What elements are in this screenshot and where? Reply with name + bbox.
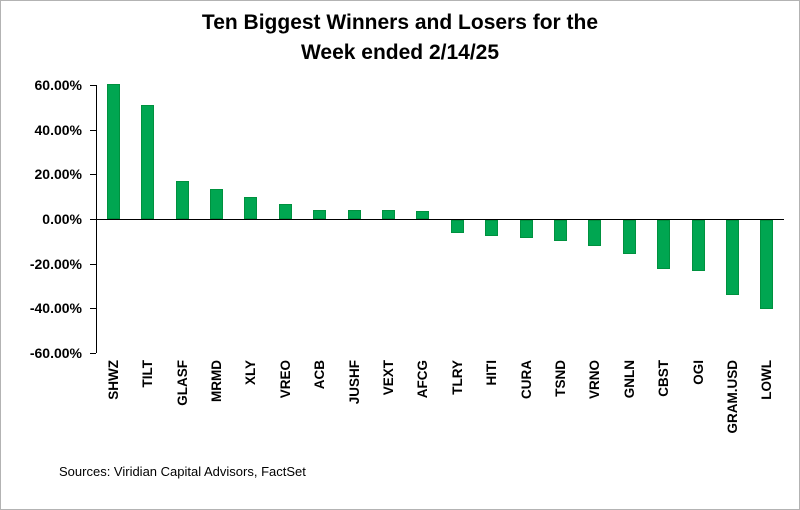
y-axis-tick-mark bbox=[90, 308, 96, 309]
bar-acb bbox=[313, 210, 327, 219]
x-axis-category-label: GRAM.USD bbox=[724, 360, 740, 434]
bar-xly bbox=[244, 196, 258, 219]
x-axis-category-label: CBST bbox=[656, 360, 672, 397]
bar-vrno bbox=[588, 220, 602, 246]
bar-tilt bbox=[141, 105, 155, 219]
bar-mrmd bbox=[209, 188, 223, 219]
bar-shwz bbox=[106, 84, 120, 219]
bar-hiti bbox=[485, 220, 499, 236]
y-axis-tick-mark bbox=[90, 85, 96, 86]
bar-cbst bbox=[657, 220, 671, 270]
x-axis-category-label: ACB bbox=[312, 360, 328, 390]
x-axis-category-label: AFCG bbox=[415, 360, 431, 399]
bar-tsnd bbox=[553, 220, 567, 242]
bar-lowl bbox=[760, 220, 774, 310]
y-axis-tick-label: -40.00% bbox=[29, 300, 82, 317]
y-axis-tick-label: -20.00% bbox=[29, 255, 82, 272]
bar-cura bbox=[519, 220, 533, 238]
x-axis-category-label: MRMD bbox=[208, 360, 224, 402]
x-axis-category-label: VREO bbox=[277, 360, 293, 399]
x-axis-category-label: HITI bbox=[484, 360, 500, 386]
y-axis-tick-mark bbox=[90, 174, 96, 175]
x-axis-category-label: JUSHF bbox=[346, 360, 362, 405]
bar-jushf bbox=[347, 210, 361, 219]
x-axis-category-label: GNLN bbox=[621, 360, 637, 399]
x-axis-category-label: TSND bbox=[552, 360, 568, 397]
x-axis-category-label: CURA bbox=[518, 360, 534, 399]
source-note: Sources: Viridian Capital Advisors, Fact… bbox=[59, 464, 306, 479]
y-axis-tick-label: 40.00% bbox=[34, 121, 82, 138]
x-axis-category-label: XLY bbox=[243, 360, 259, 386]
bar-vreo bbox=[278, 204, 292, 219]
chart-title-line2: Week ended 2/14/25 bbox=[300, 41, 500, 65]
x-axis-category-label: TLRY bbox=[449, 360, 465, 395]
y-axis-tick-mark bbox=[90, 219, 96, 220]
x-axis-category-label: VEXT bbox=[380, 360, 396, 396]
x-axis-category-label: GLASF bbox=[174, 360, 190, 406]
y-axis-tick-label: 20.00% bbox=[34, 166, 82, 183]
y-axis-tick-mark bbox=[90, 264, 96, 265]
bar-afcg bbox=[416, 211, 430, 219]
x-axis-category-label: LOWL bbox=[759, 360, 775, 400]
bar-tlry bbox=[450, 220, 464, 234]
bar-vext bbox=[381, 210, 395, 219]
chart-title: Ten Biggest Winners and Losers for the W… bbox=[1, 8, 799, 69]
x-axis-category-label: OGI bbox=[690, 360, 706, 385]
y-axis-tick-label: 0.00% bbox=[42, 211, 82, 227]
y-axis-tick-label: -60.00% bbox=[29, 345, 82, 361]
y-axis-tick-label: 60.00% bbox=[34, 77, 82, 93]
x-axis-category-label: SHWZ bbox=[105, 360, 121, 400]
y-axis-tick-mark bbox=[90, 130, 96, 131]
bar-ogi bbox=[691, 220, 705, 272]
bar-gnln bbox=[622, 220, 636, 254]
chart-title-line1: Ten Biggest Winners and Losers for the bbox=[201, 11, 599, 34]
x-axis-category-label: TILT bbox=[140, 360, 156, 388]
x-axis-category-label: VRNO bbox=[587, 360, 603, 400]
y-axis-tick-mark bbox=[90, 353, 96, 354]
zero-baseline bbox=[96, 219, 784, 220]
bar-glasf bbox=[175, 181, 189, 219]
bar-gram-usd bbox=[725, 220, 739, 295]
